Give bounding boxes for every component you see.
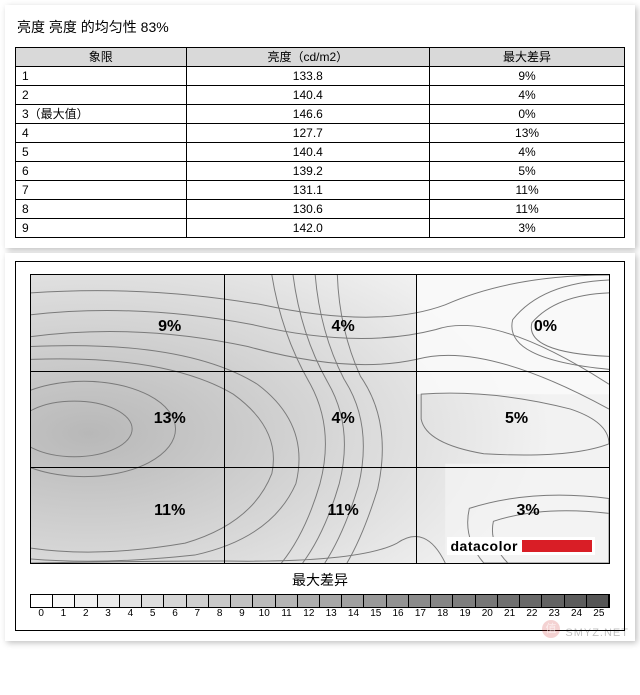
scale-ticks: 0123456789101112131415161718192021222324…: [30, 608, 610, 622]
cell-quadrant: 2: [16, 86, 187, 105]
scale-tick: 14: [348, 608, 359, 619]
contour-cell-label: 11%: [154, 502, 185, 520]
scale-tick: 7: [195, 608, 201, 619]
scale-tick: 18: [437, 608, 448, 619]
cell-maxdiff: 4%: [430, 86, 625, 105]
table-row: 2140.44%: [16, 86, 625, 105]
cell-brightness: 139.2: [186, 162, 430, 181]
contour-cell-label: 3%: [517, 502, 540, 520]
table-row: 7131.111%: [16, 181, 625, 200]
cell-quadrant: 9: [16, 219, 187, 238]
table-row: 9142.03%: [16, 219, 625, 238]
scale-tick: 0: [38, 608, 44, 619]
brand-color-bar: [522, 540, 592, 552]
scale-tick: 25: [593, 608, 604, 619]
scale-tick: 19: [459, 608, 470, 619]
cell-quadrant: 6: [16, 162, 187, 181]
scale-tick: 8: [217, 608, 223, 619]
scale-tick: 10: [259, 608, 270, 619]
table-row: 8130.611%: [16, 200, 625, 219]
contour-cell-label: 5%: [505, 410, 528, 428]
brand-text: datacolor: [450, 538, 518, 554]
scale-tick: 5: [150, 608, 156, 619]
contour-cell-label: 0%: [534, 318, 557, 336]
scale-tick: 16: [393, 608, 404, 619]
scale-tick: 3: [105, 608, 111, 619]
cell-maxdiff: 11%: [430, 200, 625, 219]
brightness-uniformity-panel: 亮度 亮度 的均匀性 83% 象限 亮度（cd/m2） 最大差异 1133.89…: [5, 5, 635, 248]
scale-tick: 9: [239, 608, 245, 619]
cell-brightness: 127.7: [186, 124, 430, 143]
cell-maxdiff: 3%: [430, 219, 625, 238]
scale-gradient-bar: [30, 594, 610, 608]
scale-legend: 0123456789101112131415161718192021222324…: [30, 594, 610, 622]
table-row: 3（最大值）146.60%: [16, 105, 625, 124]
contour-cell-label: 4%: [332, 410, 355, 428]
scale-tick: 2: [83, 608, 89, 619]
scale-tick: 15: [370, 608, 381, 619]
scale-tick: 24: [571, 608, 582, 619]
col-header-maxdiff: 最大差异: [430, 48, 625, 67]
cell-quadrant: 1: [16, 67, 187, 86]
cell-brightness: 130.6: [186, 200, 430, 219]
cell-quadrant: 7: [16, 181, 187, 200]
contour-axis-title: 最大差异: [30, 570, 610, 590]
table-row: 1133.89%: [16, 67, 625, 86]
cell-maxdiff: 5%: [430, 162, 625, 181]
contour-cell-label: 9%: [158, 318, 181, 336]
scale-tick: 1: [61, 608, 67, 619]
cell-maxdiff: 0%: [430, 105, 625, 124]
cell-brightness: 133.8: [186, 67, 430, 86]
cell-brightness: 142.0: [186, 219, 430, 238]
contour-frame: datacolor 9%4%0%13%4%5%11%11%3% 最大差异 012…: [15, 261, 625, 631]
cell-maxdiff: 9%: [430, 67, 625, 86]
table-row: 5140.44%: [16, 143, 625, 162]
cell-brightness: 140.4: [186, 143, 430, 162]
scale-tick: 17: [415, 608, 426, 619]
cell-quadrant: 3（最大值）: [16, 105, 187, 124]
scale-tick: 4: [128, 608, 134, 619]
contour-grid: datacolor 9% 4% 0% 13% 4% 5% 11% 11% 3%: [30, 274, 610, 564]
scale-tick: 23: [549, 608, 560, 619]
cell-brightness: 146.6: [186, 105, 430, 124]
cell-brightness: 131.1: [186, 181, 430, 200]
cell-quadrant: 8: [16, 200, 187, 219]
cell-quadrant: 4: [16, 124, 187, 143]
scale-tick: 13: [326, 608, 337, 619]
scale-tick: 6: [172, 608, 178, 619]
cell-brightness: 140.4: [186, 86, 430, 105]
table-row: 6139.25%: [16, 162, 625, 181]
table-row: 4127.713%: [16, 124, 625, 143]
scale-tick: 11: [281, 608, 291, 619]
brand-logo: datacolor: [447, 537, 595, 555]
cell-quadrant: 5: [16, 143, 187, 162]
contour-cell-label: 11%: [328, 502, 359, 520]
cell-maxdiff: 13%: [430, 124, 625, 143]
cell-maxdiff: 4%: [430, 143, 625, 162]
scale-tick: 22: [526, 608, 537, 619]
contour-panel: datacolor 9%4%0%13%4%5%11%11%3% 最大差异 012…: [5, 253, 635, 641]
col-header-brightness: 亮度（cd/m2）: [186, 48, 430, 67]
uniformity-table: 象限 亮度（cd/m2） 最大差异 1133.89%2140.44%3（最大值）…: [15, 47, 625, 238]
page-title: 亮度 亮度 的均匀性 83%: [17, 17, 625, 37]
scale-tick: 20: [482, 608, 493, 619]
scale-tick: 21: [504, 608, 515, 619]
col-header-quadrant: 象限: [16, 48, 187, 67]
contour-cell-label: 4%: [332, 318, 355, 336]
scale-tick: 12: [303, 608, 314, 619]
contour-cell-label: 13%: [154, 410, 186, 428]
cell-maxdiff: 11%: [430, 181, 625, 200]
